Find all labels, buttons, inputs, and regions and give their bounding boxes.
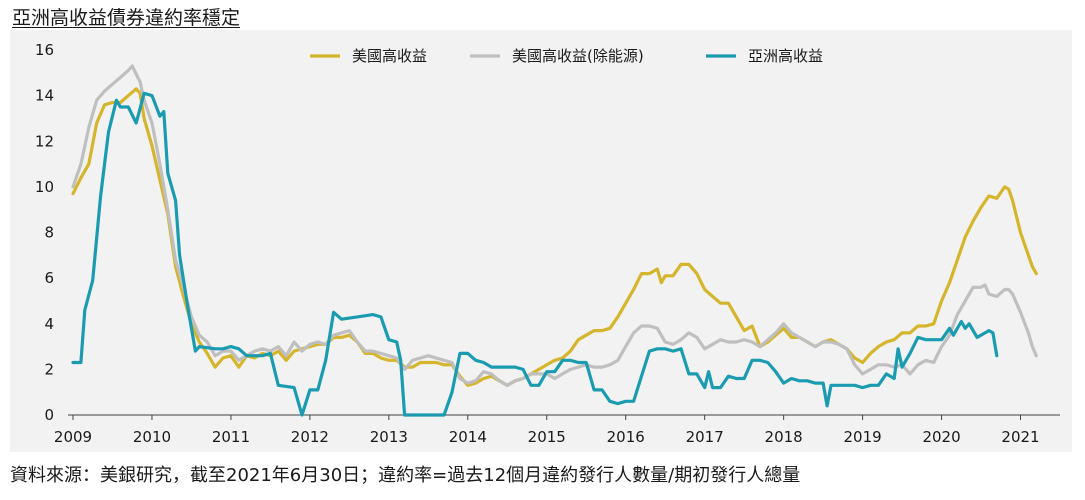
y-tick-label: 8 — [44, 224, 54, 242]
x-tick-label: 2017 — [686, 428, 724, 446]
source-note: 資料來源：美銀研究，截至2021年6月30日；違約率=過去12個月違約發行人數量… — [10, 465, 801, 486]
series-line-2 — [71, 64, 1038, 387]
y-tick-label: 4 — [44, 315, 54, 333]
x-tick-label: 2020 — [922, 428, 960, 446]
x-tick-label: 2021 — [1001, 428, 1039, 446]
x-tick-label: 2010 — [133, 428, 171, 446]
legend-label-3: 亞洲高收益 — [748, 47, 823, 65]
y-tick-label: 16 — [35, 41, 54, 59]
y-tick-label: 10 — [35, 178, 54, 196]
y-tick-label: 14 — [35, 87, 54, 105]
x-tick-label: 2012 — [291, 428, 329, 446]
x-tick-label: 2014 — [449, 428, 487, 446]
series-line-3 — [71, 91, 999, 417]
x-tick-label: 2009 — [54, 428, 92, 446]
legend-label-2: 美國高收益(除能源) — [512, 47, 644, 65]
chart-title: 亞洲高收益債券違約率穩定 — [12, 7, 241, 29]
x-tick-label: 2018 — [765, 428, 803, 446]
y-tick-label: 12 — [35, 132, 54, 150]
x-tick-label: 2015 — [528, 428, 566, 446]
y-tick-label: 0 — [44, 406, 54, 424]
legend-label-1: 美國高收益 — [352, 47, 427, 65]
x-tick-label: 2016 — [607, 428, 645, 446]
x-tick-label: 2019 — [844, 428, 882, 446]
y-tick-label: 6 — [44, 269, 54, 287]
x-tick-label: 2011 — [212, 428, 250, 446]
x-tick-label: 2013 — [370, 428, 408, 446]
y-tick-label: 2 — [44, 360, 54, 378]
series-line-1 — [71, 87, 1038, 387]
